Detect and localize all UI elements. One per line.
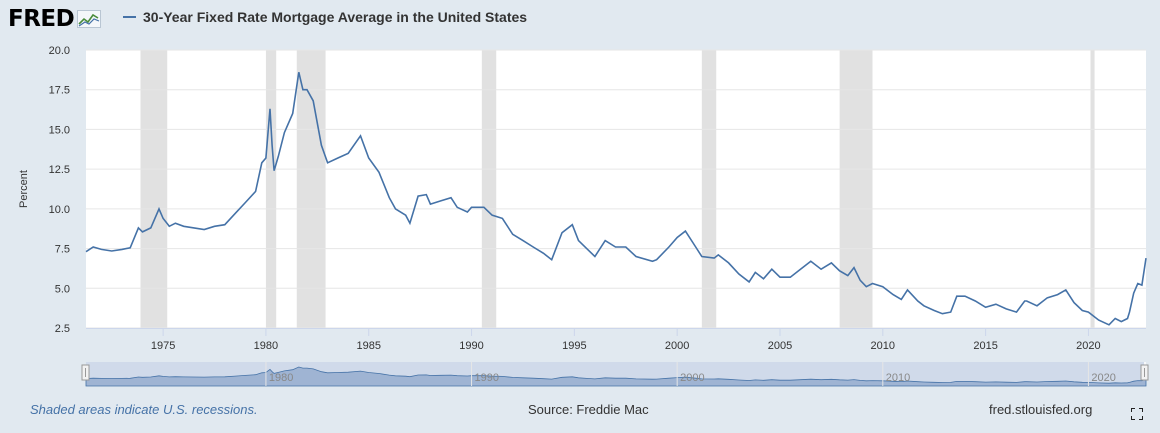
- source-label: Source: Freddie Mac: [528, 402, 649, 417]
- navigator-tick-label: 1980: [269, 372, 293, 384]
- x-tick-label: 1990: [459, 340, 483, 352]
- recession-band: [1090, 50, 1095, 328]
- navigator-tick-label: 1990: [475, 372, 499, 384]
- y-tick-label: 2.5: [55, 323, 70, 335]
- range-navigator[interactable]: 1980 1990 2000 2010 2020: [81, 362, 1149, 387]
- y-tick-label: 5.0: [55, 283, 70, 295]
- navigator-ticks: 1980 1990 2000 2010 2020: [265, 362, 1116, 386]
- legend-swatch: [123, 16, 136, 18]
- x-tick-label: 2005: [768, 340, 792, 352]
- recession-bands: [140, 50, 1095, 328]
- recession-band: [839, 50, 873, 328]
- y-tick-label: 12.5: [49, 164, 70, 176]
- chart: Percent 2.5 5.0 7.5 10.0 12.5 15.0 17.5 20.0 19…: [18, 45, 1149, 387]
- site-link[interactable]: fred.stlouisfed.org: [989, 402, 1093, 417]
- plot-background: [86, 50, 1146, 328]
- recession-note: Shaded areas indicate U.S. recessions.: [30, 402, 258, 417]
- y-tick-label: 15.0: [49, 124, 70, 136]
- x-tick-label: 2010: [871, 340, 895, 352]
- y-tick-label: 7.5: [55, 244, 70, 256]
- x-tick-label: 2000: [665, 340, 689, 352]
- x-tick-label: 1985: [356, 340, 380, 352]
- x-axis-ticks: 1975 1980 1985 1990 1995 2000 2005 2010 2015 2020: [86, 328, 1146, 352]
- fred-sparkline-icon: [77, 10, 102, 28]
- chart-title-row: 30-Year Fixed Rate Mortgage Average in t…: [123, 9, 527, 25]
- chart-title: 30-Year Fixed Rate Mortgage Average in t…: [143, 9, 528, 25]
- recession-band: [296, 50, 326, 328]
- x-tick-label: 1995: [562, 340, 586, 352]
- x-tick-label: 2020: [1076, 340, 1100, 352]
- navigator-tick-label: 2010: [886, 372, 910, 384]
- y-tick-label: 10.0: [49, 204, 70, 216]
- recession-band: [140, 50, 168, 328]
- y-tick-label: 20.0: [49, 45, 70, 57]
- navigator-tick-label: 2020: [1091, 372, 1115, 384]
- x-tick-label: 1975: [151, 340, 175, 352]
- fred-logo[interactable]: FRED: [8, 5, 102, 33]
- navigator-series-area: [85, 366, 1147, 387]
- y-axis-ticks: 2.5 5.0 7.5 10.0 12.5 15.0 17.5 20.0: [49, 45, 70, 335]
- y-axis-label: Percent: [18, 170, 30, 208]
- navigator-tick-label: 2000: [680, 372, 704, 384]
- recession-band: [265, 50, 277, 328]
- x-tick-label: 2015: [973, 340, 997, 352]
- series-line-mortgage-rate: [85, 72, 1147, 326]
- recession-band: [481, 50, 497, 328]
- x-tick-label: 1980: [254, 340, 278, 352]
- y-tick-label: 17.5: [49, 85, 70, 97]
- fred-logo-text: FRED: [8, 6, 75, 32]
- fullscreen-icon[interactable]: [1131, 408, 1143, 420]
- recession-band: [701, 50, 717, 328]
